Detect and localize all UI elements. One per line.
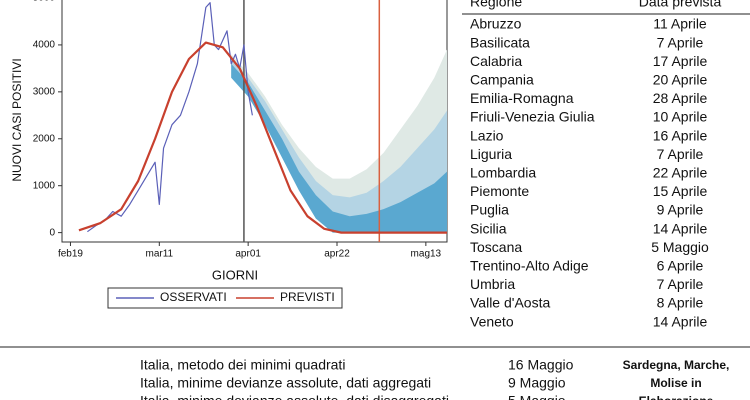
- region-name: Sicilia: [470, 220, 507, 236]
- table-header: Data prevista: [639, 0, 722, 10]
- region-name: Lazio: [470, 127, 504, 143]
- legend-box: [107, 287, 343, 309]
- legend-label: PREVISTI: [280, 290, 335, 304]
- region-name: Puglia: [470, 202, 509, 218]
- forecast-date: 11 Aprile: [653, 16, 707, 32]
- y-tick-label: 0: [49, 227, 55, 238]
- forecast-date: 6 Aprile: [657, 258, 704, 274]
- region-name: Abruzzo: [470, 16, 522, 32]
- region-name: Umbria: [470, 276, 515, 292]
- x-tick-label: mar11: [146, 249, 174, 260]
- forecast-date: 15 Aprile: [653, 183, 708, 199]
- national-date: 5 Maggio: [508, 393, 566, 400]
- region-name: Toscana: [470, 239, 522, 255]
- region-name: Valle d'Aosta: [470, 295, 550, 311]
- note: Sardegna, Marche,: [623, 358, 730, 372]
- forecast-date: 9 Aprile: [657, 202, 704, 218]
- forecast-date: 14 Aprile: [653, 220, 708, 236]
- confidence-band: [231, 63, 447, 233]
- forecast-date: 22 Aprile: [653, 165, 708, 181]
- forecast-date: 17 Aprile: [653, 53, 708, 69]
- x-tick-label: feb19: [58, 249, 83, 260]
- note: Elaborazione: [639, 394, 714, 400]
- forecast-date: 7 Aprile: [657, 146, 704, 162]
- national-method: Italia, metodo dei minimi quadrati: [140, 357, 345, 373]
- forecast-date: 20 Aprile: [653, 72, 708, 88]
- region-name: Calabria: [470, 53, 522, 69]
- forecast-date: 7 Aprile: [657, 276, 704, 292]
- national-method: Italia, minime devianze assolute, dati d…: [140, 393, 449, 400]
- region-name: Emilia-Romagna: [470, 90, 574, 106]
- x-axis-title: GIORNI: [212, 267, 258, 282]
- national-method: Italia, minime devianze assolute, dati a…: [140, 375, 431, 391]
- region-name: Friuli-Venezia Giulia: [470, 109, 595, 125]
- y-tick-label: 3000: [33, 86, 56, 97]
- legend-label: OSSERVATI: [160, 290, 227, 304]
- forecast-date: 16 Aprile: [653, 127, 708, 143]
- y-axis-title: NUOVI CASI POSITIVI: [10, 58, 24, 181]
- confidence-band: [231, 59, 447, 233]
- y-tick-label: 5000: [33, 0, 56, 4]
- region-name: Piemonte: [470, 183, 529, 199]
- y-tick-label: 1000: [33, 180, 56, 191]
- forecast-date: 8 Aprile: [657, 295, 704, 311]
- y-tick-label: 2000: [33, 133, 56, 144]
- forecast-date: 14 Aprile: [653, 313, 708, 329]
- note: Molise in: [650, 376, 701, 390]
- forecast-date: 28 Aprile: [653, 90, 708, 106]
- region-name: Veneto: [470, 313, 514, 329]
- region-name: Basilicata: [470, 34, 530, 50]
- forecast-date: 10 Aprile: [653, 109, 708, 125]
- x-tick-label: apr22: [324, 249, 350, 260]
- region-name: Liguria: [470, 146, 512, 162]
- region-name: Campania: [470, 72, 534, 88]
- forecast-date: 7 Aprile: [657, 34, 704, 50]
- series-line: [78, 41, 447, 234]
- national-date: 9 Maggio: [508, 375, 566, 391]
- forecast-date: 5 Maggio: [651, 239, 709, 255]
- region-name: Lombardia: [470, 165, 536, 181]
- x-tick-label: apr01: [235, 249, 261, 260]
- y-tick-label: 4000: [33, 40, 56, 51]
- national-date: 16 Maggio: [508, 357, 574, 373]
- x-tick-label: mag13: [411, 249, 442, 260]
- table-header: Regione: [470, 0, 522, 10]
- region-name: Trentino-Alto Adige: [470, 258, 589, 274]
